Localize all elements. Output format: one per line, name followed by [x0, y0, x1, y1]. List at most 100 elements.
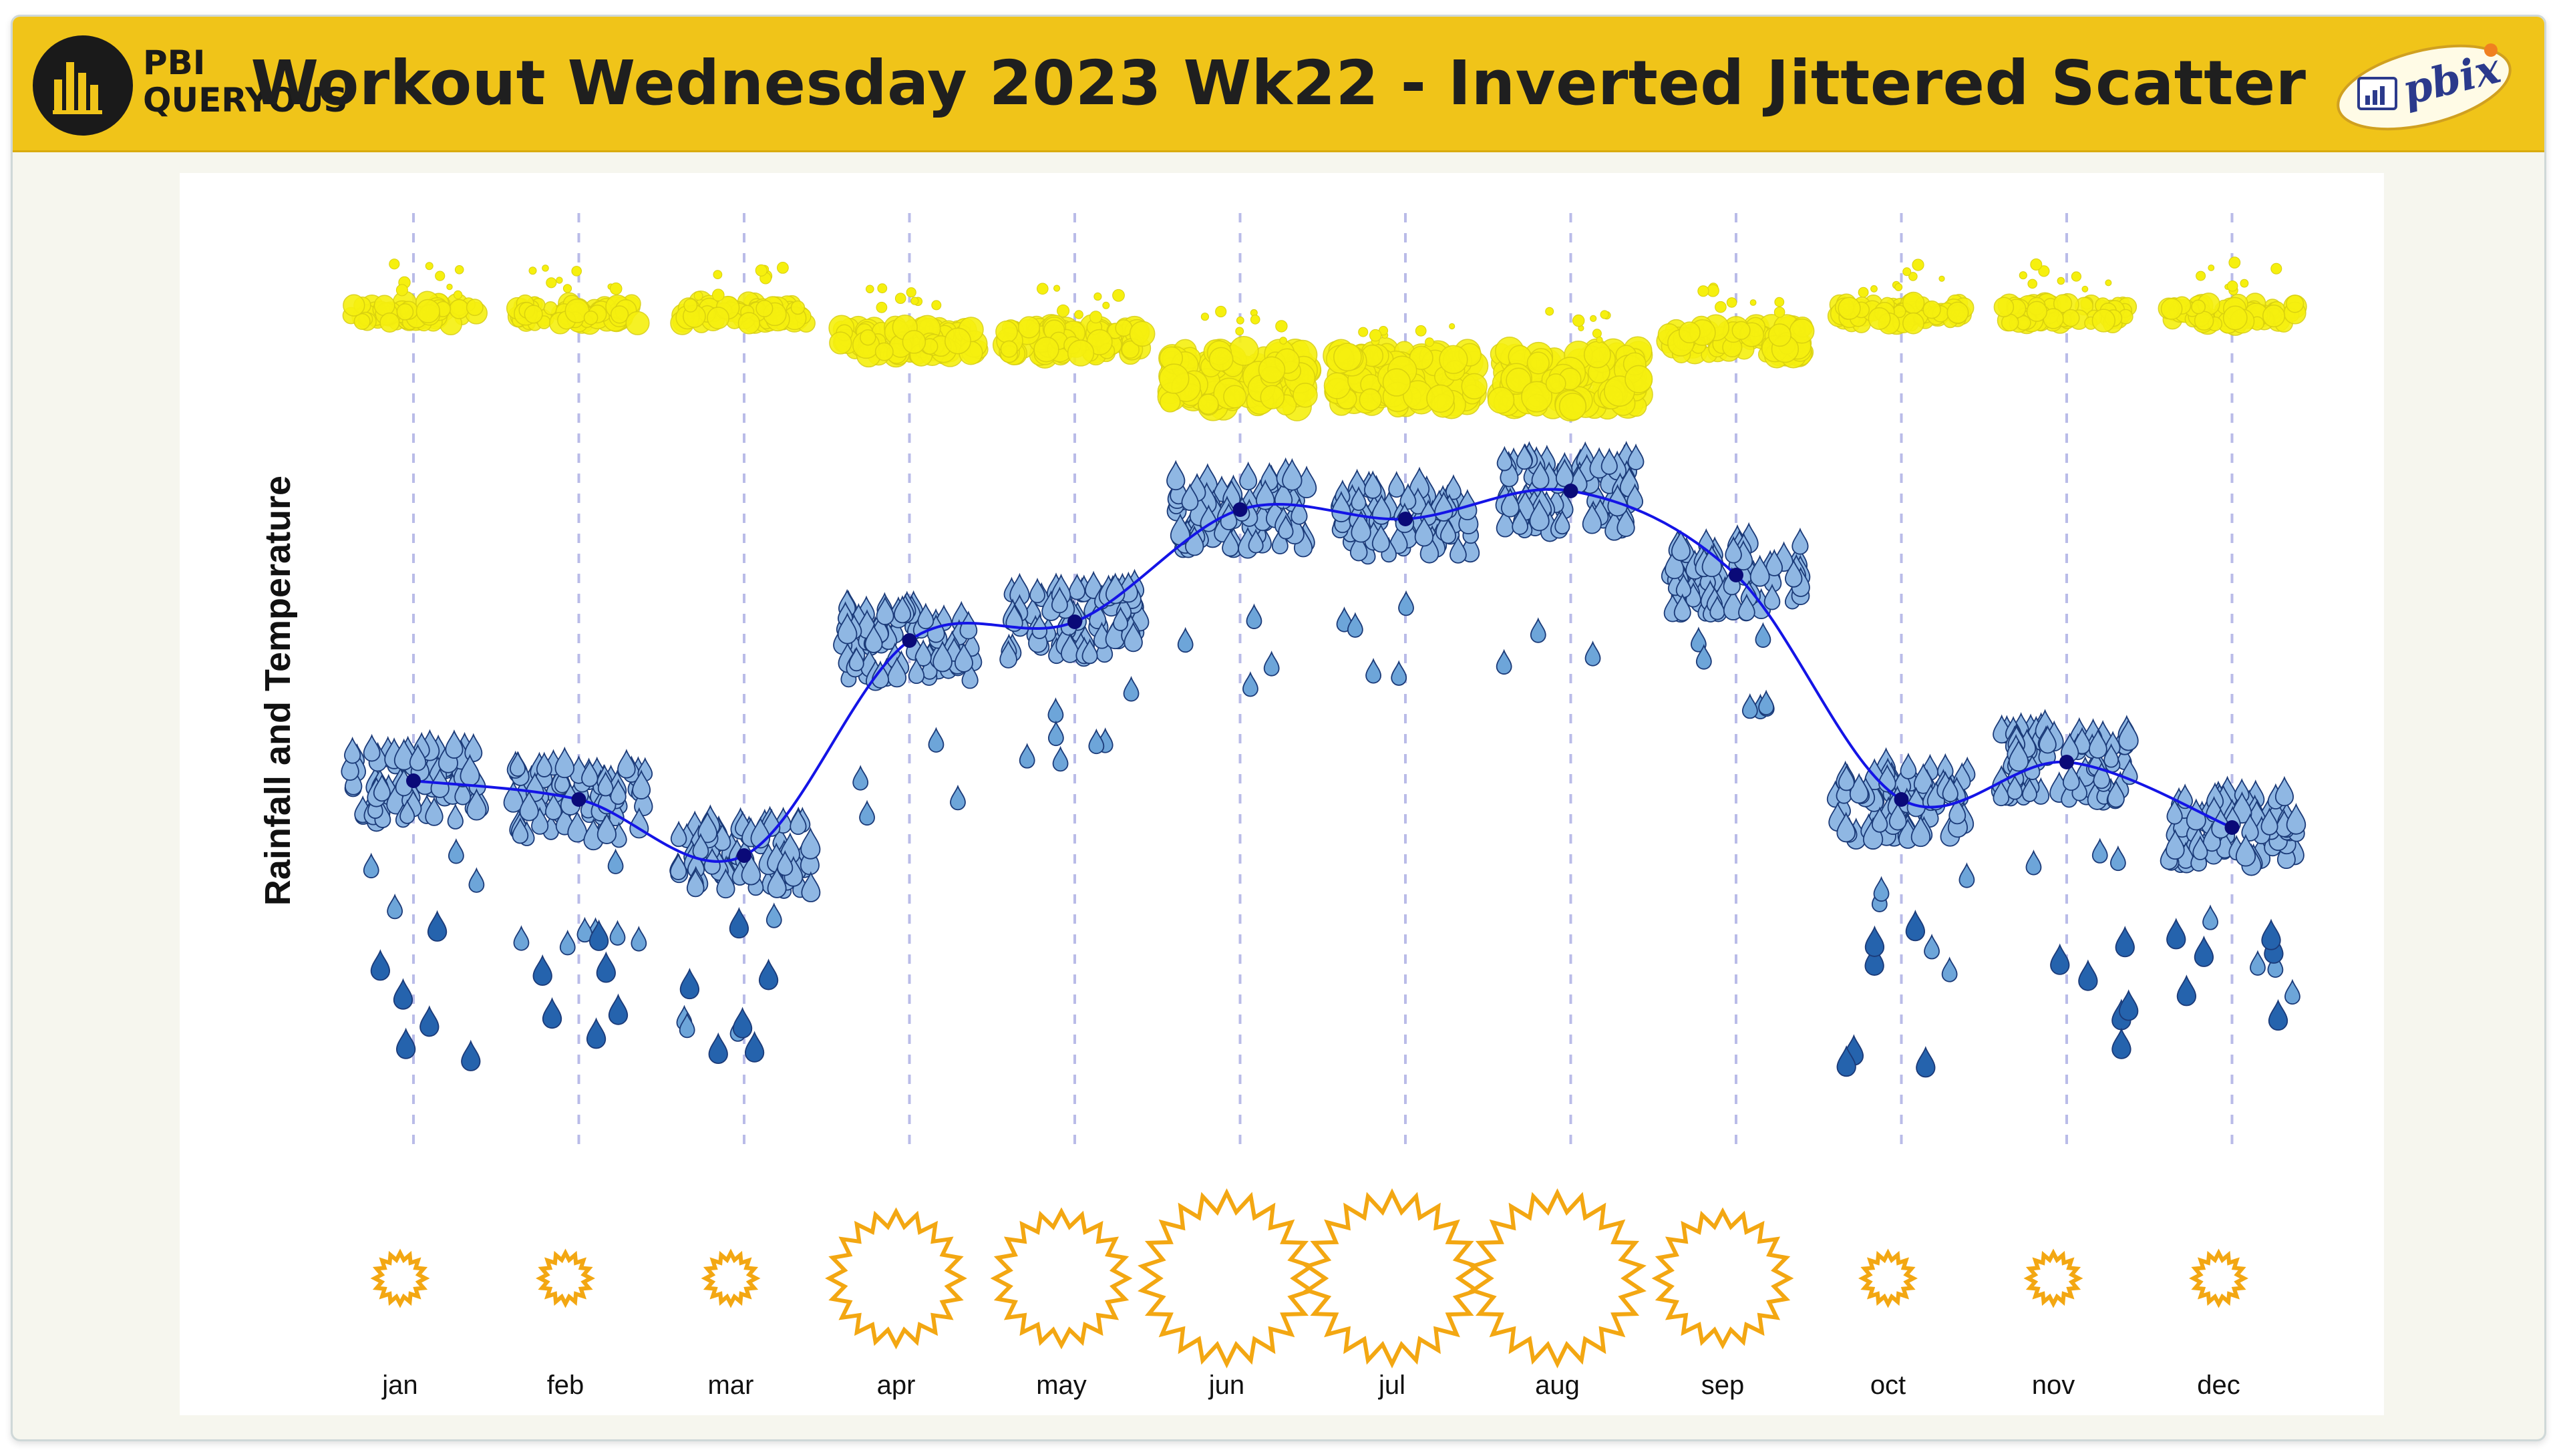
raindrop-outlier-feb — [532, 954, 552, 986]
temp-bubble-apr — [877, 283, 888, 294]
month-label-apr: apr — [877, 1371, 916, 1400]
raindrop-jun — [1242, 671, 1258, 697]
temp-bubble-may — [1000, 340, 1018, 358]
temp-bubble-mar — [712, 289, 725, 301]
raindrop-apr — [876, 596, 894, 625]
raindrop-jan — [363, 733, 381, 762]
raindrop-outlier-dec — [2166, 918, 2186, 950]
raindrop-apr — [859, 799, 875, 826]
temp-bubble-oct — [1938, 275, 1945, 282]
temp-bubble-jan — [446, 283, 453, 291]
sun-icon-jan — [370, 1248, 430, 1308]
average-marker-apr — [902, 633, 917, 648]
average-marker-aug — [1563, 484, 1578, 498]
temp-bubble-feb — [571, 266, 582, 277]
temp-bubble-oct — [1870, 285, 1878, 293]
raindrop-feb — [554, 746, 575, 779]
raindrop-nov — [2109, 845, 2126, 872]
temp-bubble-may — [1053, 285, 1061, 292]
temp-bubble-may — [1129, 321, 1156, 347]
temp-bubble-aug — [1600, 310, 1609, 319]
raindrop-dec — [2250, 950, 2266, 976]
temp-bubble-aug — [1596, 336, 1603, 343]
raindrop-dec — [2274, 775, 2294, 806]
raindrop-outlier-mar — [758, 958, 779, 990]
raindrop-feb — [617, 749, 636, 779]
temp-bubble-aug — [1526, 351, 1550, 375]
temp-bubble-oct — [1902, 267, 1912, 277]
temp-bubble-jan — [396, 303, 414, 321]
temp-bubble-jul — [1449, 323, 1456, 330]
temp-bubble-oct — [1858, 287, 1869, 298]
temp-bubble-jun — [1258, 356, 1286, 384]
temp-bubble-mar — [777, 262, 789, 274]
average-marker-dec — [2224, 820, 2240, 835]
temp-bubble-mar — [693, 291, 703, 301]
raindrop-sep — [1791, 527, 1809, 555]
temp-bubble-dec — [2196, 270, 2206, 281]
raindrop-feb — [559, 929, 576, 956]
temp-bubble-aug — [1545, 307, 1554, 316]
raindrop-outlier-oct — [1864, 925, 1885, 957]
raindrop-may — [1029, 577, 1045, 603]
temp-bubble-aug — [1583, 341, 1611, 369]
temp-bubble-jun — [1260, 385, 1285, 409]
raindrop-sep — [1741, 693, 1758, 719]
temp-bubble-nov — [2019, 271, 2027, 280]
temp-bubble-jan — [454, 290, 463, 299]
temp-bubble-feb — [609, 283, 623, 295]
sun-icon-apr — [825, 1207, 967, 1350]
temp-bubble-may — [1093, 292, 1102, 301]
temp-bubble-apr — [945, 327, 971, 355]
temp-bubble-mar — [755, 299, 774, 317]
temp-bubble-sep — [1749, 299, 1757, 306]
raindrop-outlier-jan — [461, 1039, 481, 1071]
raindrop-jul — [1347, 612, 1363, 638]
temp-bubble-dec — [2222, 305, 2248, 331]
raindrop-jul — [1365, 658, 1381, 684]
temp-bubble-nov — [2026, 301, 2048, 322]
raindrop-feb — [510, 751, 526, 777]
temp-bubble-nov — [2081, 285, 2089, 293]
temp-bubble-nov — [2105, 279, 2112, 287]
temp-bubble-dec — [2240, 279, 2249, 288]
temp-bubble-may — [1017, 316, 1041, 339]
temp-bubble-dec — [2160, 298, 2183, 320]
temp-bubble-aug — [1590, 315, 1597, 322]
raindrop-feb — [609, 920, 626, 946]
temp-bubble-dec — [2208, 264, 2215, 271]
temp-bubble-jun — [1236, 316, 1244, 325]
temp-bubble-feb — [546, 277, 557, 289]
raindrop-outlier-nov — [2119, 989, 2139, 1021]
temp-bubble-jun — [1223, 385, 1247, 409]
dashboard-frame: PBI QUERYOUS Workout Wednesday 2023 Wk22… — [11, 15, 2546, 1441]
temp-bubble-jun — [1159, 363, 1190, 394]
temp-bubble-mar — [737, 312, 761, 335]
pbix-download-badge[interactable]: pbix — [2331, 34, 2518, 134]
raindrop-apr — [928, 727, 945, 753]
temp-bubble-apr — [866, 285, 874, 294]
raindrop-outlier-mar — [744, 1031, 765, 1063]
y-axis-label: Rainfall and Temperature — [258, 476, 298, 906]
month-label-sep: sep — [1701, 1371, 1745, 1400]
temp-bubble-may — [995, 320, 1018, 343]
temp-bubble-jan — [415, 299, 440, 324]
raindrop-outlier-nov — [2078, 959, 2098, 991]
temp-bubble-jul — [1358, 327, 1369, 337]
month-label-mar: mar — [708, 1371, 754, 1400]
raindrop-feb — [513, 925, 530, 951]
bar-chart-icon — [33, 35, 133, 136]
raindrop-nov — [2091, 838, 2108, 864]
temp-bubble-sep — [1774, 297, 1785, 307]
temp-bubble-dec — [2270, 262, 2282, 275]
temp-bubble-jan — [373, 295, 395, 317]
raindrop-outlier-dec — [2261, 918, 2281, 950]
temp-bubble-oct — [1838, 297, 1861, 320]
temp-bubble-feb — [524, 305, 543, 324]
raindrop-jun — [1166, 460, 1186, 490]
temp-bubble-jul — [1426, 384, 1455, 413]
temp-bubble-jul — [1382, 368, 1411, 397]
raindrop-outlier-jan — [393, 978, 413, 1010]
temp-bubble-jun — [1279, 337, 1287, 345]
raindrop-jan — [363, 852, 379, 879]
